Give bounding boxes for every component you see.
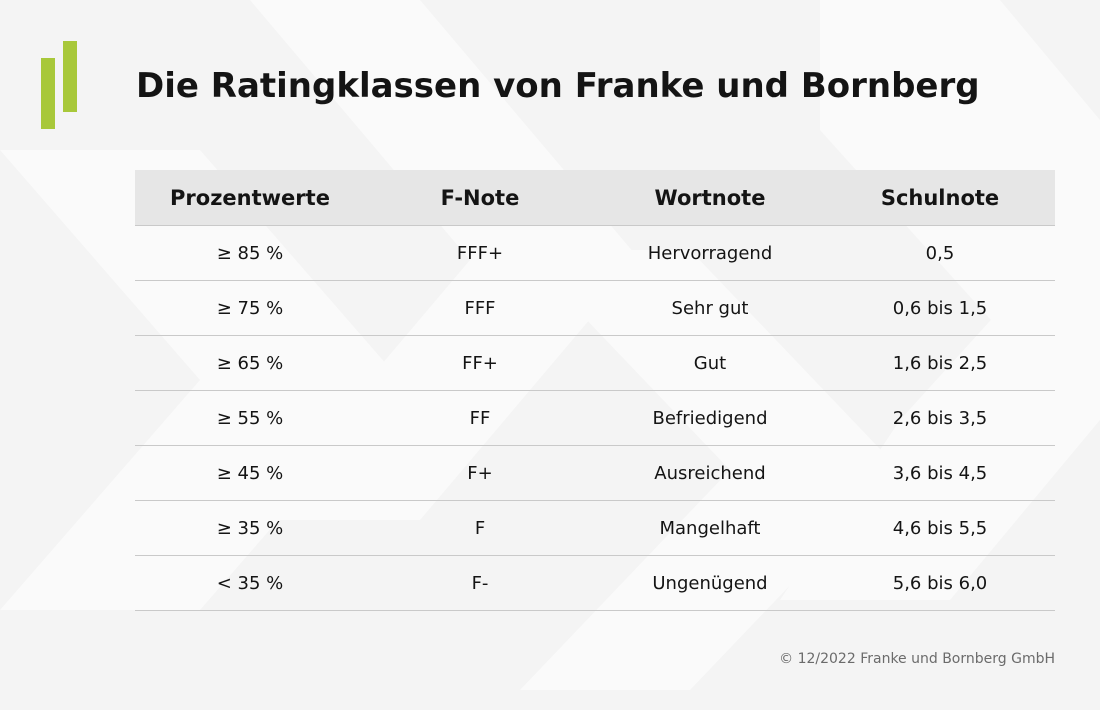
cell-f-note: FF+ (365, 335, 595, 391)
cell-schulnote: 0,5 (825, 225, 1055, 281)
cell-schulnote: 1,6 bis 2,5 (825, 335, 1055, 391)
cell-f-note: F+ (365, 445, 595, 501)
table-row: ≥ 85 % FFF+ Hervorragend 0,5 (135, 225, 1055, 281)
cell-f-note: F- (365, 555, 595, 611)
table-row: ≥ 75 % FFF Sehr gut 0,6 bis 1,5 (135, 280, 1055, 336)
cell-f-note: FF (365, 390, 595, 446)
header-prozentwerte: Prozentwerte (135, 170, 365, 226)
cell-prozentwerte: ≥ 85 % (135, 225, 365, 281)
cell-wortnote: Gut (595, 335, 825, 391)
header-wortnote: Wortnote (595, 170, 825, 226)
cell-wortnote: Hervorragend (595, 225, 825, 281)
cell-prozentwerte: ≥ 75 % (135, 280, 365, 336)
rating-classes-table: Prozentwerte F-Note Wortnote Schulnote ≥… (135, 170, 1055, 611)
page-title: Die Ratingklassen von Franke und Bornber… (136, 66, 980, 106)
cell-schulnote: 3,6 bis 4,5 (825, 445, 1055, 501)
cell-schulnote: 2,6 bis 3,5 (825, 390, 1055, 446)
table-row: ≥ 55 % FF Befriedigend 2,6 bis 3,5 (135, 390, 1055, 446)
cell-wortnote: Ausreichend (595, 445, 825, 501)
cell-prozentwerte: ≥ 45 % (135, 445, 365, 501)
cell-prozentwerte: < 35 % (135, 555, 365, 611)
cell-schulnote: 5,6 bis 6,0 (825, 555, 1055, 611)
logo-bar-right (63, 41, 77, 112)
cell-prozentwerte: ≥ 35 % (135, 500, 365, 556)
header-schulnote: Schulnote (825, 170, 1055, 226)
cell-f-note: FFF (365, 280, 595, 336)
cell-wortnote: Ungenügend (595, 555, 825, 611)
table-row: ≥ 35 % F Mangelhaft 4,6 bis 5,5 (135, 500, 1055, 556)
table-row: ≥ 65 % FF+ Gut 1,6 bis 2,5 (135, 335, 1055, 391)
franke-bornberg-logo-icon (41, 41, 77, 129)
copyright-footer: © 12/2022 Franke und Bornberg GmbH (779, 651, 1055, 667)
cell-schulnote: 4,6 bis 5,5 (825, 500, 1055, 556)
header-f-note: F-Note (365, 170, 595, 226)
cell-f-note: F (365, 500, 595, 556)
cell-wortnote: Sehr gut (595, 280, 825, 336)
cell-schulnote: 0,6 bis 1,5 (825, 280, 1055, 336)
table-row: < 35 % F- Ungenügend 5,6 bis 6,0 (135, 555, 1055, 611)
table-row: ≥ 45 % F+ Ausreichend 3,6 bis 4,5 (135, 445, 1055, 501)
cell-prozentwerte: ≥ 65 % (135, 335, 365, 391)
cell-f-note: FFF+ (365, 225, 595, 281)
cell-wortnote: Mangelhaft (595, 500, 825, 556)
table-header-row: Prozentwerte F-Note Wortnote Schulnote (135, 170, 1055, 226)
cell-wortnote: Befriedigend (595, 390, 825, 446)
logo-bar-left (41, 58, 55, 129)
cell-prozentwerte: ≥ 55 % (135, 390, 365, 446)
